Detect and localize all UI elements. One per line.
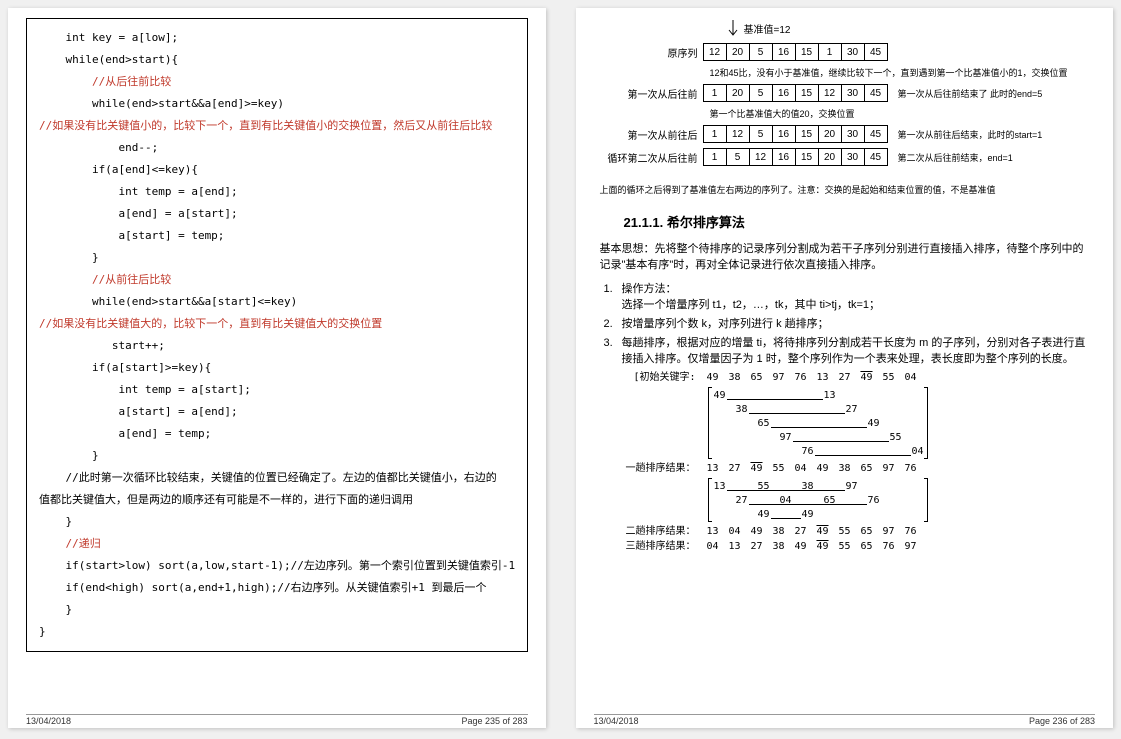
array-cell: 5	[726, 148, 750, 166]
array-cell: 45	[864, 43, 888, 61]
array-row: 循环第二次从后往前15121615203045第二次从后往前结束，end=1	[594, 148, 1096, 166]
array-cell: 5	[749, 43, 773, 61]
array-cell: 1	[703, 125, 727, 143]
array-cell: 20	[818, 125, 842, 143]
array-cell: 30	[841, 125, 865, 143]
array-cell: 12	[749, 148, 773, 166]
code-line: int temp = a[start];	[39, 379, 515, 401]
code-line: }	[39, 599, 515, 621]
array-row: 第一次从后往前12051615123045第一次从后往前结束了 此时的end=5	[594, 84, 1096, 102]
array-cell: 5	[749, 84, 773, 102]
array-cell: 30	[841, 43, 865, 61]
code-line: }	[39, 247, 515, 269]
array-cell: 20	[726, 43, 750, 61]
code-line: a[start] = a[end];	[39, 401, 515, 423]
footer-date-r: 13/04/2018	[594, 716, 639, 726]
list-item: 1.操作方法：选择一个增量序列 t1，t2，…，tk，其中 ti>tj，tk=1…	[604, 281, 1096, 313]
quicksort-diagram: 原序列1220516151304512和45比，没有小于基准值，继续比较下一个，…	[594, 43, 1096, 166]
code-line: if(end<high) sort(a,end+1,high);//右边序列。从…	[39, 577, 515, 599]
footer-page: Page 235 of 283	[461, 716, 527, 726]
code-line: 值都比关键值大，但是两边的顺序还有可能是不一样的，进行下面的递归调用	[39, 489, 515, 511]
page-left: int key = a[low]; while(end>start){ //从后…	[8, 8, 546, 728]
page-footer-left: 13/04/2018 Page 235 of 283	[26, 714, 528, 726]
diagram-note: 12和45比，没有小于基准值，继续比较下一个，直到遇到第一个比基准值小的1，交换…	[710, 66, 1096, 79]
code-line: }	[39, 445, 515, 467]
code-line: //如果没有比关键值小的，比较下一个，直到有比关键值小的交换位置，然后又从前往后…	[39, 115, 515, 137]
code-line: while(end>start){	[39, 49, 515, 71]
footer-date: 13/04/2018	[26, 716, 71, 726]
array-cell: 1	[703, 148, 727, 166]
loop-summary: 上面的循环之后得到了基准值左右两边的序列了。注意：交换的是起始和结束位置的值，不…	[600, 182, 1090, 198]
array-cell: 45	[864, 148, 888, 166]
array-cell: 12	[726, 125, 750, 143]
array-cell: 45	[864, 125, 888, 143]
code-line: a[end] = temp;	[39, 423, 515, 445]
footer-page-r: Page 236 of 283	[1029, 716, 1095, 726]
array-cell: 16	[772, 148, 796, 166]
code-line: //如果没有比关键值大的，比较下一个，直到有比关键值大的交换位置	[39, 313, 515, 335]
code-line: int temp = a[end];	[39, 181, 515, 203]
array-cell: 5	[749, 125, 773, 143]
array-cell: 16	[772, 84, 796, 102]
shell-sort-diagram: [初始关键字:493865977613274955044913382765499…	[624, 370, 1096, 554]
code-line: if(start>low) sort(a,low,start-1);//左边序列…	[39, 555, 515, 577]
ordered-steps: 1.操作方法：选择一个增量序列 t1，t2，…，tk，其中 ti>tj，tk=1…	[594, 281, 1096, 367]
arrow-down-icon	[726, 18, 740, 38]
array-cell: 16	[772, 43, 796, 61]
code-line: //从前往后比较	[39, 269, 515, 291]
pivot-note: 基准值=12	[726, 18, 1096, 38]
intro-paragraph: 基本思想：先将整个待排序的记录序列分割成为若干子序列分别进行直接插入排序，待整个…	[600, 241, 1090, 273]
array-cell: 16	[772, 125, 796, 143]
page-footer-right: 13/04/2018 Page 236 of 283	[594, 714, 1096, 726]
section-heading: 21.1.1. 希尔排序算法	[624, 212, 1096, 231]
code-line: a[end] = a[start];	[39, 203, 515, 225]
array-cell: 30	[841, 84, 865, 102]
array-cell: 20	[726, 84, 750, 102]
array-cell: 12	[818, 84, 842, 102]
list-item: 3.每趟排序，根据对应的增量 ti，将待排序列分割成若干长度为 m 的子序列，分…	[604, 335, 1096, 367]
code-line: int key = a[low];	[39, 27, 515, 49]
diagram-note: 第一个比基准值大的值20，交换位置	[710, 107, 1096, 120]
code-line: while(end>start&&a[end]>=key)	[39, 93, 515, 115]
array-cell: 1	[818, 43, 842, 61]
code-line: if(a[start]>=key){	[39, 357, 515, 379]
code-line: start++;	[39, 335, 515, 357]
array-cell: 15	[795, 148, 819, 166]
code-line: while(end>start&&a[start]<=key)	[39, 291, 515, 313]
array-cell: 1	[703, 84, 727, 102]
array-row: 第一次从前往后11251615203045第一次从前往后结束，此时的start=…	[594, 125, 1096, 143]
array-cell: 15	[795, 84, 819, 102]
code-line: }	[39, 511, 515, 533]
code-line: //此时第一次循环比较结束，关键值的位置已经确定了。左边的值都比关键值小，右边的	[39, 467, 515, 489]
array-cell: 45	[864, 84, 888, 102]
page-right: 基准值=12 原序列1220516151304512和45比，没有小于基准值，继…	[576, 8, 1114, 728]
code-line: //从后往前比较	[39, 71, 515, 93]
code-line: //递归	[39, 533, 515, 555]
array-row: 原序列12205161513045	[594, 43, 1096, 61]
code-line: a[start] = temp;	[39, 225, 515, 247]
code-line: end--;	[39, 137, 515, 159]
array-cell: 15	[795, 43, 819, 61]
code-block: int key = a[low]; while(end>start){ //从后…	[26, 18, 528, 652]
code-line: if(a[end]<=key){	[39, 159, 515, 181]
array-cell: 15	[795, 125, 819, 143]
code-line: }	[39, 621, 515, 643]
array-cell: 12	[703, 43, 727, 61]
array-cell: 30	[841, 148, 865, 166]
array-cell: 20	[818, 148, 842, 166]
list-item: 2.按增量序列个数 k，对序列进行 k 趟排序；	[604, 316, 1096, 332]
